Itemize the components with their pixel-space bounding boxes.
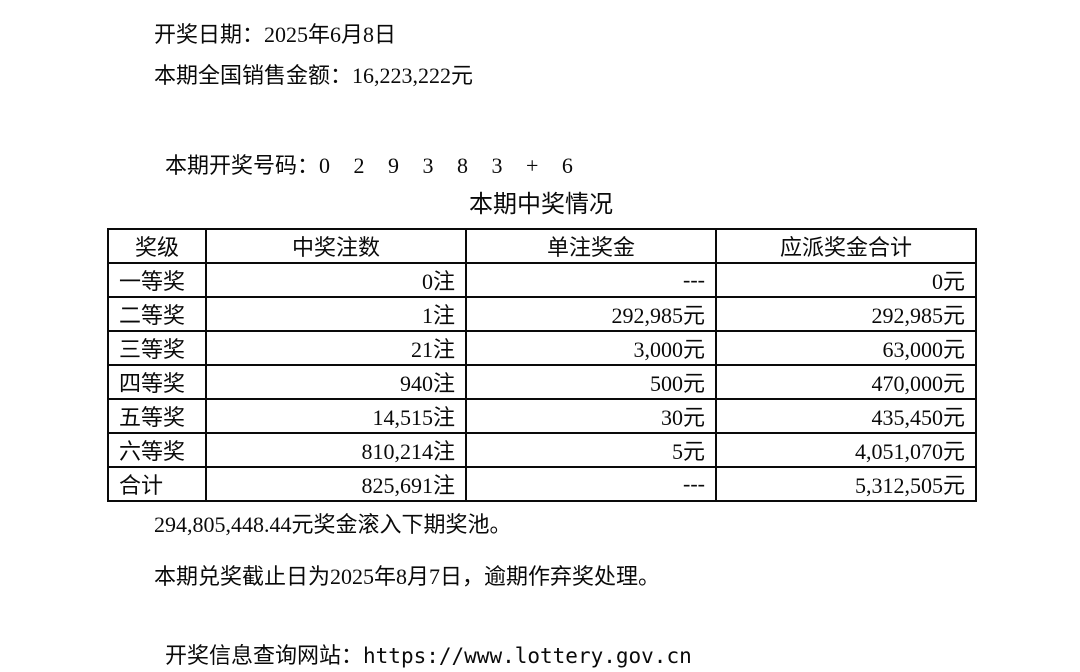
table-row: 四等奖 940注 500元 470,000元: [107, 364, 977, 400]
rollover-line: 294,805,448.44元奖金滚入下期奖池。: [154, 512, 512, 537]
prize-level-cell: 一等奖: [107, 262, 207, 298]
sales-amount-line: 本期全国销售金额：16,223,222元: [154, 63, 474, 88]
winning-numbers-value: 0 2 9 3 8 3 + 6: [319, 153, 582, 178]
single-prize-cell: ---: [465, 262, 717, 298]
prize-level-cell: 合计: [107, 466, 207, 502]
total-prize-cell: 292,985元: [715, 296, 977, 332]
total-prize-cell: 4,051,070元: [715, 432, 977, 468]
total-prize-cell: 63,000元: [715, 330, 977, 366]
winning-numbers-label: 本期开奖号码：: [165, 153, 320, 178]
winning-count-cell: 21注: [205, 330, 467, 366]
winning-count-cell: 0注: [205, 262, 467, 298]
single-prize-cell: 500元: [465, 364, 717, 400]
claim-deadline-line: 本期兑奖截止日为2025年8月7日，逾期作弃奖处理。: [154, 564, 661, 589]
prize-level-cell: 六等奖: [107, 432, 207, 468]
table-row: 二等奖 1注 292,985元 292,985元: [107, 296, 977, 332]
winning-count-cell: 810,214注: [205, 432, 467, 468]
website-line: 开奖信息查询网站：https://www.lottery.gov.cn: [154, 617, 692, 669]
website-label: 开奖信息查询网站：: [165, 643, 364, 668]
website-url: https://www.lottery.gov.cn: [363, 644, 692, 668]
total-prize-cell: 5,312,505元: [715, 466, 977, 502]
winning-count-cell: 14,515注: [205, 398, 467, 434]
prize-level-cell: 二等奖: [107, 296, 207, 332]
winning-numbers-line: 本期开奖号码：0 2 9 3 8 3 + 6: [154, 127, 582, 179]
winning-count-cell: 940注: [205, 364, 467, 400]
header-winning-count: 中奖注数: [205, 228, 467, 264]
prize-table-title: 本期中奖情况: [469, 192, 613, 218]
total-prize-cell: 435,450元: [715, 398, 977, 434]
single-prize-cell: 5元: [465, 432, 717, 468]
single-prize-cell: 30元: [465, 398, 717, 434]
draw-date-line: 开奖日期：2025年6月8日: [154, 22, 397, 47]
table-row: 合计 825,691注 --- 5,312,505元: [107, 466, 977, 502]
header-single-prize: 单注奖金: [465, 228, 717, 264]
prize-table: 奖级 中奖注数 单注奖金 应派奖金合计 一等奖 0注 --- 0元 二等奖 1注…: [107, 228, 977, 502]
prize-level-cell: 三等奖: [107, 330, 207, 366]
prize-table-header-row: 奖级 中奖注数 单注奖金 应派奖金合计: [107, 228, 977, 264]
table-row: 一等奖 0注 --- 0元: [107, 262, 977, 298]
total-prize-cell: 470,000元: [715, 364, 977, 400]
winning-count-cell: 825,691注: [205, 466, 467, 502]
header-prize-level: 奖级: [107, 228, 207, 264]
single-prize-cell: 3,000元: [465, 330, 717, 366]
single-prize-cell: ---: [465, 466, 717, 502]
table-row: 六等奖 810,214注 5元 4,051,070元: [107, 432, 977, 468]
prize-level-cell: 五等奖: [107, 398, 207, 434]
single-prize-cell: 292,985元: [465, 296, 717, 332]
prize-level-cell: 四等奖: [107, 364, 207, 400]
header-total-prize: 应派奖金合计: [715, 228, 977, 264]
table-row: 五等奖 14,515注 30元 435,450元: [107, 398, 977, 434]
winning-count-cell: 1注: [205, 296, 467, 332]
table-row: 三等奖 21注 3,000元 63,000元: [107, 330, 977, 366]
total-prize-cell: 0元: [715, 262, 977, 298]
